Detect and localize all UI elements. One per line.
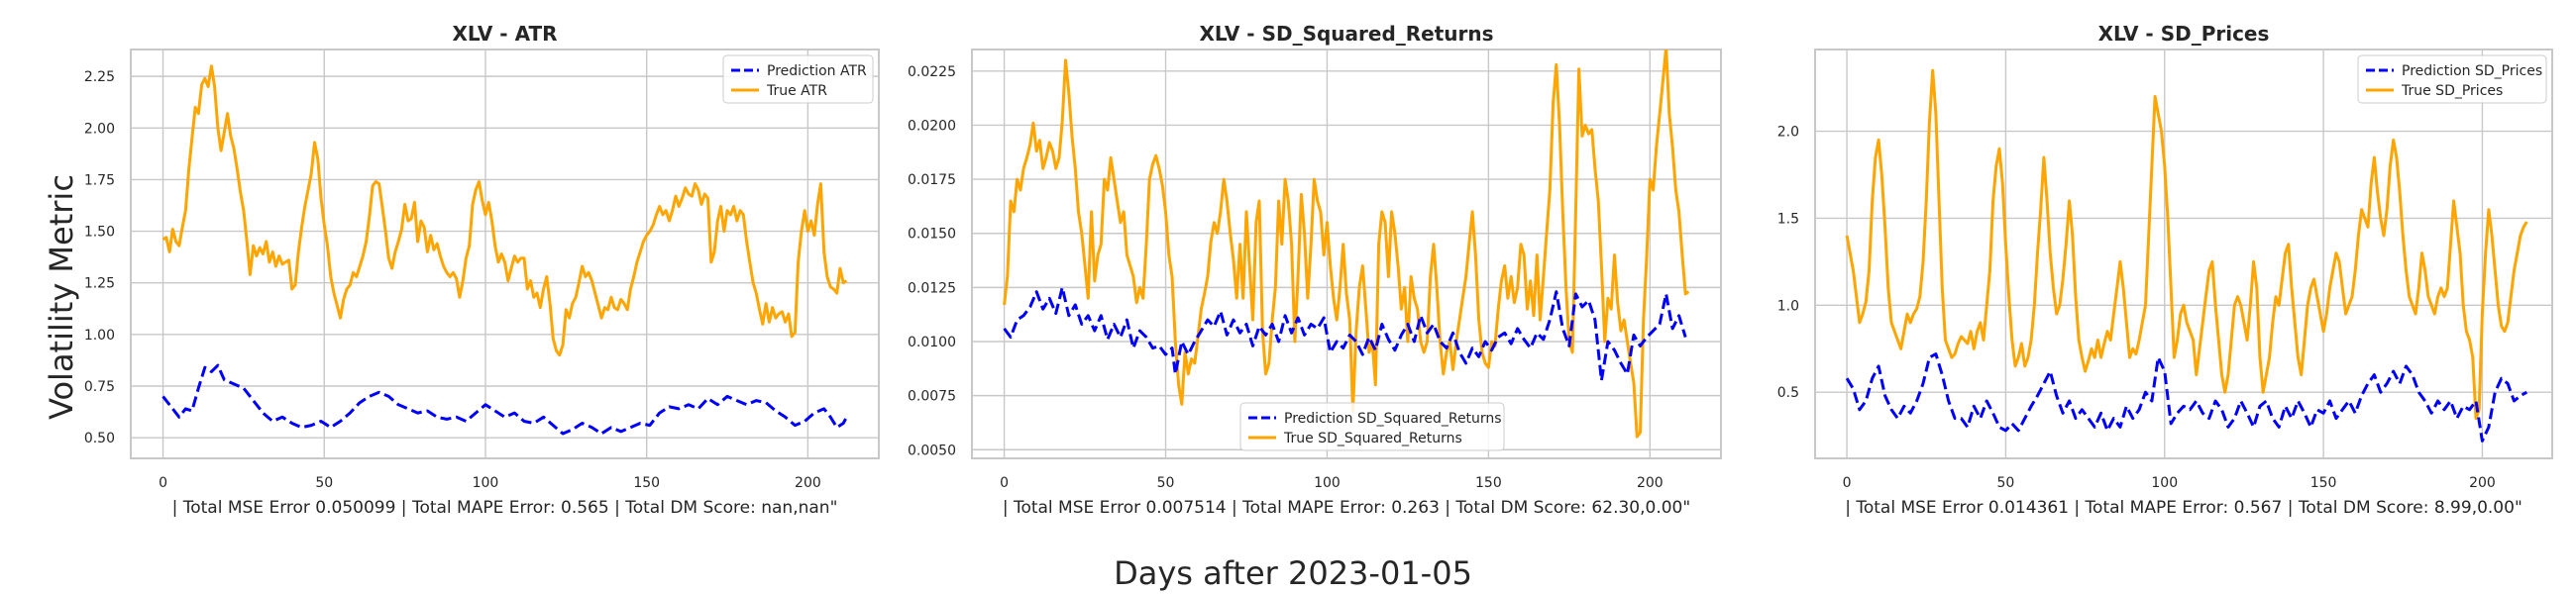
subplot-xlabel: | Total MSE Error 0.007514 | Total MAPE …: [1003, 498, 1690, 518]
figure-xlabel: Days after 2023-01-05: [1114, 554, 1472, 592]
legend-box: [1239, 402, 1505, 451]
true-series-line: [1845, 68, 2528, 421]
subplot-title: XLV - SD_Squared_Returns: [1199, 22, 1493, 46]
x-tick-label: 200: [2469, 475, 2496, 491]
y-tick-label: 2.0: [1777, 125, 1799, 141]
prediction-series-line: [1845, 352, 2528, 443]
legend-entry-label: True ATR: [766, 83, 827, 99]
y-tick-label: 0.75: [84, 379, 115, 395]
y-tick-label: 0.0175: [908, 172, 956, 188]
y-tick-label: 1.0: [1777, 298, 1799, 314]
plot-frame: [1814, 49, 2553, 459]
true-series-line: [161, 64, 848, 357]
x-tick-label: 150: [633, 475, 660, 491]
legend-entry-label: True SD_Squared_Returns: [1283, 431, 1462, 446]
legend: Prediction SD_Squared_Returns True SD_Squ…: [1239, 402, 1505, 451]
y-tick-label: 1.75: [84, 172, 115, 188]
y-tick-label: 0.0075: [908, 389, 956, 405]
y-tick-label: 0.0050: [908, 443, 956, 458]
subplot-xlabel: | Total MSE Error 0.050099 | Total MAPE …: [172, 498, 838, 518]
legend-entry-label: Prediction ATR: [767, 63, 867, 79]
prediction-series-line: [161, 363, 848, 436]
x-tick-label: 0: [1843, 475, 1852, 491]
x-tick-label: 150: [1475, 475, 1502, 491]
legend: Prediction ATR True ATR: [722, 54, 874, 104]
x-tick-label: 0: [159, 475, 167, 491]
y-tick-label: 2.25: [84, 69, 115, 85]
x-tick-label: 200: [1637, 475, 1664, 491]
plot-frame: [130, 49, 880, 459]
subplot-2: XLV - SD_Squared_Returns 0 50 100 150 200 0.00…: [908, 22, 1722, 518]
y-tick-label: 0.50: [84, 431, 115, 446]
x-tick-label: 100: [473, 475, 499, 491]
legend-box: [2357, 54, 2547, 104]
x-tick-label: 150: [2310, 475, 2337, 491]
x-tick-label: 100: [1314, 475, 1341, 491]
subplot-title: XLV - SD_Prices: [2098, 22, 2270, 46]
legend-entry-label: Prediction SD_Squared_Returns: [1284, 411, 1502, 427]
x-tick-label: 200: [795, 475, 821, 491]
subplot-3: XLV - SD_Prices 0 50 100 150 200 0.5 1.0 1.5 2.0 |…: [1777, 22, 2553, 518]
figure-ylabel: Volatility Metric: [43, 174, 80, 420]
true-series-line: [1003, 50, 1690, 439]
y-tick-label: 2.00: [84, 121, 115, 137]
legend-entry-label: Prediction SD_Prices: [2402, 63, 2542, 79]
y-tick-label: 1.5: [1777, 211, 1799, 227]
x-tick-label: 50: [315, 475, 333, 491]
subplot-xlabel: | Total MSE Error 0.014361 | Total MAPE …: [1845, 498, 2522, 518]
subplot-title: XLV - ATR: [452, 22, 557, 46]
y-tick-label: 0.0200: [908, 118, 956, 134]
prediction-series-line: [1003, 285, 1687, 382]
legend: Prediction SD_Prices True SD_Prices: [2357, 54, 2547, 104]
legend-box: [722, 54, 874, 104]
y-tick-label: 0.0150: [908, 227, 956, 243]
subplot-1: XLV - ATR 0 50 100 150 200 0.50 0.75 1.00 1.25 1.5…: [84, 22, 880, 518]
x-tick-label: 50: [1157, 475, 1175, 491]
y-tick-label: 1.00: [84, 328, 115, 344]
y-tick-label: 0.0225: [908, 64, 956, 80]
y-tick-label: 1.50: [84, 225, 115, 241]
y-tick-label: 0.5: [1777, 385, 1799, 401]
y-tick-label: 1.25: [84, 276, 115, 292]
plot-frame: [971, 49, 1722, 459]
legend-entry-label: True SD_Prices: [2401, 83, 2503, 99]
x-tick-label: 50: [1996, 475, 2014, 491]
y-tick-label: 0.0100: [908, 335, 956, 350]
x-tick-label: 100: [2151, 475, 2178, 491]
y-tick-label: 0.0125: [908, 280, 956, 296]
x-tick-label: 0: [1000, 475, 1009, 491]
